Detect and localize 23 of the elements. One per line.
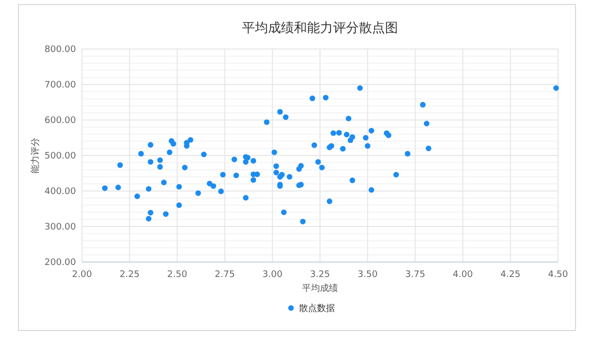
chart-title: 平均成绩和能力评分散点图	[242, 21, 398, 36]
y-axis-title: 能力评分	[30, 138, 41, 174]
x-tick-label: 2.25	[120, 270, 140, 280]
y-tick-label: 300.00	[44, 222, 76, 232]
x-tick-label: 3.50	[358, 270, 378, 280]
x-tick-label: 3.75	[405, 270, 426, 280]
x-tick-label: 4.00	[452, 270, 474, 280]
y-tick-label: 200.00	[44, 258, 76, 268]
x-tick-label: 3.25	[310, 270, 330, 280]
x-tick-label: 4.50	[548, 270, 568, 280]
y-tick-label: 500.00	[44, 152, 76, 162]
legend: 散点数据	[288, 304, 335, 314]
x-axis-title: 平均成绩	[302, 283, 338, 294]
x-tick-label: 2.00	[72, 270, 92, 280]
x-tick-label: 4.25	[500, 270, 520, 280]
x-tick-label: 2.50	[167, 270, 188, 280]
x-tick-label: 3.00	[262, 270, 283, 280]
y-tick-label: 700.00	[44, 80, 76, 90]
y-tick-label: 400.00	[44, 187, 76, 197]
x-tick-label: 2.75	[214, 270, 235, 280]
y-tick-label: 800.00	[44, 45, 76, 55]
legend-label: 散点数据	[299, 303, 335, 314]
y-tick-label: 600.00	[44, 116, 76, 126]
